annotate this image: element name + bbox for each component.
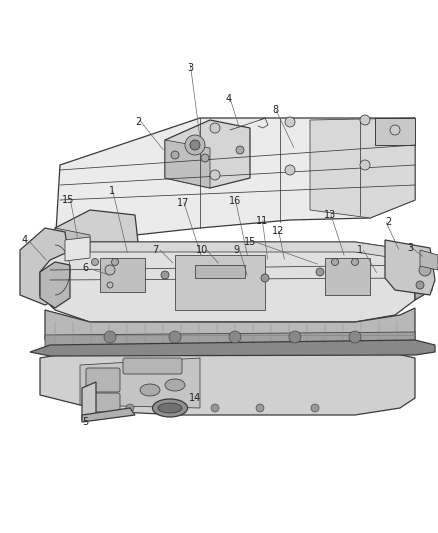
Circle shape [311,404,319,412]
Text: 1: 1 [357,245,363,255]
Text: 4: 4 [22,235,28,245]
Circle shape [169,331,181,343]
Polygon shape [385,240,435,295]
Polygon shape [30,340,435,356]
Polygon shape [195,265,245,278]
Circle shape [285,165,295,175]
Polygon shape [80,358,200,408]
Circle shape [161,271,169,279]
Text: 12: 12 [272,226,284,236]
Text: 3: 3 [187,63,193,73]
Polygon shape [325,258,370,295]
Text: 11: 11 [256,216,268,226]
Circle shape [211,404,219,412]
Text: 3: 3 [407,243,413,253]
Polygon shape [375,118,415,145]
Circle shape [185,135,205,155]
Text: 6: 6 [82,263,88,273]
Circle shape [352,259,358,265]
Polygon shape [40,262,70,308]
Circle shape [210,123,220,133]
Polygon shape [175,255,265,310]
Text: 13: 13 [324,210,336,220]
Circle shape [126,404,134,412]
Circle shape [105,265,115,275]
Text: 2: 2 [135,117,141,127]
Text: 2: 2 [385,217,391,227]
Polygon shape [82,382,96,420]
Polygon shape [90,242,415,265]
Circle shape [332,259,339,265]
Polygon shape [82,408,135,422]
Circle shape [416,281,424,289]
Polygon shape [310,118,415,218]
Ellipse shape [158,403,182,413]
Circle shape [107,282,113,288]
Polygon shape [165,140,210,188]
Circle shape [112,259,119,265]
Text: 4: 4 [226,94,232,104]
Text: 15: 15 [244,237,256,247]
Circle shape [390,125,400,135]
FancyBboxPatch shape [86,368,120,392]
Circle shape [261,274,269,282]
Circle shape [171,151,179,159]
Text: 16: 16 [229,196,241,206]
Ellipse shape [152,399,187,417]
Polygon shape [420,250,438,270]
Polygon shape [100,258,145,292]
Circle shape [289,331,301,343]
FancyBboxPatch shape [86,393,120,412]
Polygon shape [415,255,432,300]
Polygon shape [55,118,415,248]
Circle shape [171,404,179,412]
Circle shape [419,264,431,276]
Circle shape [360,160,370,170]
Text: 17: 17 [177,198,189,208]
Polygon shape [45,332,415,348]
Circle shape [349,331,361,343]
Circle shape [229,331,241,343]
Circle shape [360,115,370,125]
Circle shape [316,268,324,276]
Polygon shape [65,237,90,261]
Polygon shape [40,350,415,415]
Polygon shape [20,228,70,305]
Circle shape [190,140,200,150]
Text: 15: 15 [62,195,74,205]
Polygon shape [55,228,90,272]
Circle shape [104,331,116,343]
Circle shape [92,259,99,265]
Circle shape [236,146,244,154]
Ellipse shape [140,384,160,396]
Polygon shape [165,120,250,188]
Circle shape [201,154,209,162]
Ellipse shape [165,379,185,391]
Circle shape [256,404,264,412]
Polygon shape [45,308,415,348]
Text: 14: 14 [189,393,201,403]
Circle shape [285,117,295,127]
Text: 1: 1 [109,186,115,196]
Circle shape [210,170,220,180]
Text: 7: 7 [152,245,158,255]
Text: 9: 9 [233,245,239,255]
FancyBboxPatch shape [123,358,182,374]
Polygon shape [55,210,140,272]
Circle shape [86,404,94,412]
Text: 10: 10 [196,245,208,255]
Text: 8: 8 [272,105,278,115]
Polygon shape [40,242,415,322]
Text: 5: 5 [82,417,88,427]
